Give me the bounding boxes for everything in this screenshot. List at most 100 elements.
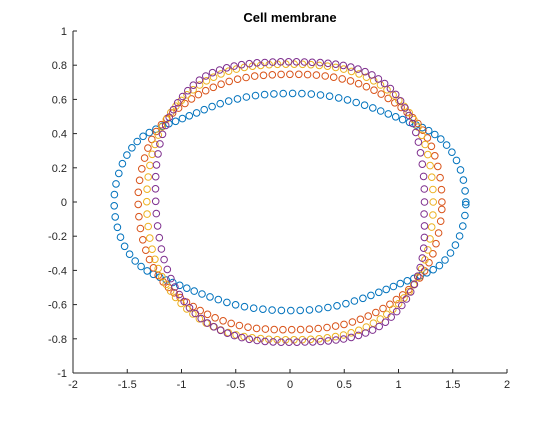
data-point (110, 190, 119, 199)
data-point (342, 299, 350, 308)
data-point (134, 188, 143, 197)
data-point (435, 261, 444, 270)
data-point (434, 162, 442, 171)
series-4 (151, 58, 429, 347)
data-point (230, 331, 239, 340)
data-point (424, 246, 432, 254)
data-point (398, 301, 406, 310)
data-point (233, 95, 242, 103)
data-point (408, 113, 417, 122)
data-point (406, 288, 415, 296)
data-point (295, 70, 303, 79)
data-point (203, 319, 212, 327)
data-point (347, 63, 355, 71)
data-point (110, 202, 118, 210)
data-point (155, 233, 164, 242)
data-point (209, 83, 218, 92)
data-point (133, 137, 141, 146)
data-point (436, 173, 444, 182)
data-point (459, 176, 468, 184)
data-point (153, 222, 162, 230)
x-tick-label: 1 (395, 379, 401, 391)
data-point (451, 241, 460, 249)
data-point (389, 305, 397, 314)
data-point (315, 305, 323, 313)
data-point (189, 302, 197, 311)
plot-area (73, 31, 507, 373)
data-point (305, 306, 314, 314)
data-point (331, 322, 340, 330)
data-point (225, 77, 233, 86)
data-point (144, 144, 152, 152)
data-point (285, 338, 293, 347)
data-point (416, 263, 425, 272)
data-point (403, 277, 412, 285)
data-point (437, 135, 445, 143)
data-point (355, 326, 363, 335)
data-point (312, 71, 321, 79)
data-point (144, 173, 152, 181)
data-point (253, 59, 261, 67)
data-point (339, 61, 348, 70)
series-layer (110, 58, 470, 347)
data-point (316, 337, 325, 346)
data-point (323, 323, 331, 332)
data-point (261, 58, 269, 67)
data-point (163, 265, 172, 274)
data-point (329, 73, 338, 81)
data-point (146, 234, 154, 242)
data-point (429, 185, 437, 194)
data-point (339, 335, 348, 343)
series-1 (110, 89, 470, 315)
data-point (157, 245, 166, 253)
data-point (152, 161, 161, 169)
data-point (211, 314, 219, 322)
y-tick-label: -0.8 (48, 334, 67, 346)
data-point (170, 289, 178, 297)
data-point (426, 161, 434, 170)
data-point (249, 304, 258, 313)
x-tick-label: -1.5 (118, 379, 137, 391)
data-point (214, 295, 223, 304)
data-point (462, 200, 470, 209)
data-point (309, 338, 317, 346)
data-point (187, 95, 196, 103)
data-point (362, 82, 371, 91)
data-point (437, 185, 446, 194)
data-point (237, 60, 246, 69)
data-point (429, 250, 437, 258)
data-point (208, 68, 217, 77)
data-point (392, 307, 401, 316)
data-point (348, 318, 357, 326)
data-point (171, 283, 179, 291)
data-point (332, 336, 340, 344)
data-point (339, 331, 348, 339)
data-point (334, 94, 343, 102)
data-point (384, 110, 393, 118)
data-point (368, 71, 376, 79)
data-point (461, 211, 469, 220)
data-point (429, 265, 438, 274)
data-point (209, 73, 218, 81)
y-tick-label: 0.2 (52, 163, 67, 175)
data-point (461, 187, 469, 195)
data-point (426, 235, 434, 243)
data-point (252, 324, 261, 333)
y-tick-label: -0.6 (48, 300, 67, 312)
data-point (242, 73, 250, 82)
data-point (135, 212, 143, 221)
data-point (151, 172, 160, 181)
data-point (401, 104, 409, 112)
data-point (431, 130, 439, 139)
data-point (391, 113, 400, 121)
data-point (173, 99, 182, 107)
data-point (347, 329, 356, 337)
data-point (438, 205, 446, 214)
data-point (112, 180, 120, 188)
data-point (418, 160, 427, 168)
data-point (219, 317, 227, 325)
data-point (161, 121, 170, 130)
data-point (369, 104, 377, 112)
data-point (160, 255, 168, 264)
